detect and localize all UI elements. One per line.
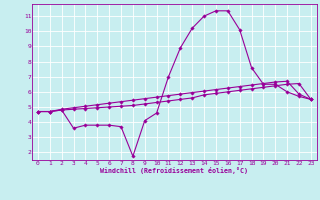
X-axis label: Windchill (Refroidissement éolien,°C): Windchill (Refroidissement éolien,°C): [100, 167, 248, 174]
